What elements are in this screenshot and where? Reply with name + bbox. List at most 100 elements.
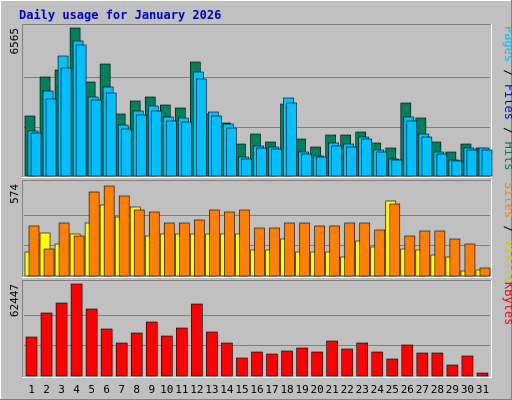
bar-sites-day-24 (374, 229, 386, 277)
bar-kbytes-day-24 (371, 351, 384, 377)
bar-kbytes-day-27 (416, 352, 429, 377)
bar-kbytes-day-23 (356, 342, 369, 377)
x-tick-label: 31 (476, 383, 489, 396)
y-max-label: 62447 (8, 284, 21, 317)
bar-sites-day-21 (329, 225, 340, 277)
y-max-label: 6565 (8, 28, 21, 55)
bar-sites-day-27 (419, 230, 431, 277)
bar-sites-day-12 (194, 219, 205, 277)
bar-sites-day-13 (209, 209, 220, 277)
bar-kbytes-day-1 (25, 336, 38, 377)
bar-sites-day-14 (224, 211, 235, 277)
x-tick-label: 6 (103, 383, 110, 396)
bar-pages-day-6 (105, 92, 117, 177)
bar-pages-day-31 (481, 149, 493, 177)
x-tick-label: 5 (88, 383, 95, 396)
bar-sites-day-10 (163, 222, 175, 277)
bar-kbytes-day-4 (70, 283, 83, 377)
bar-sites-day-3 (58, 222, 70, 277)
x-tick-label: 21 (326, 383, 339, 396)
bar-pages-day-23 (361, 138, 373, 177)
x-tick-label: 23 (356, 383, 369, 396)
bar-sites-day-16 (254, 227, 265, 277)
x-tick-label: 2 (43, 383, 50, 396)
bar-sites-day-28 (434, 230, 446, 277)
x-tick-label: 18 (280, 383, 293, 396)
bar-sites-day-22 (344, 222, 355, 277)
bar-sites-day-18 (284, 222, 295, 277)
bar-pages-day-20 (316, 156, 327, 177)
bar-sites-day-29 (449, 238, 461, 277)
bar-kbytes-day-16 (251, 351, 263, 377)
bar-pages-day-24 (376, 151, 388, 177)
bar-pages-day-27 (421, 136, 433, 177)
bar-kbytes-day-11 (176, 327, 188, 377)
bar-kbytes-day-15 (236, 357, 248, 377)
bar-pages-day-10 (165, 120, 177, 177)
bar-pages-day-12 (196, 78, 207, 177)
bar-pages-day-13 (211, 115, 222, 177)
bar-kbytes-day-13 (206, 331, 218, 377)
legend-part: / (502, 62, 512, 84)
x-tick-label: 25 (386, 383, 399, 396)
legend-part: Visits (502, 240, 512, 283)
chart-panels: 6565 Pages / Files / Hits 574 Sites / Visit… (8, 24, 512, 378)
legend-part: Sites (502, 182, 512, 218)
bar-pages-day-9 (150, 110, 162, 177)
bar-kbytes-day-30 (461, 355, 474, 377)
bar-sites-day-4 (73, 235, 85, 277)
bar-kbytes-day-21 (326, 340, 338, 377)
panel-visits-sites: 574 Sites / Visits (8, 180, 512, 283)
x-axis-tick-labels: 1 2 3 4 5 6 7 8 9 10 11 12 13 14 15 16 17 18 19 20 21 22 23 24 2… (28, 383, 489, 396)
bar-pages-day-11 (181, 121, 192, 177)
y-max-label: 574 (8, 184, 21, 204)
bar-pages-day-22 (346, 146, 357, 177)
bar-pages-day-17 (271, 148, 282, 177)
x-tick-label: 11 (175, 383, 188, 396)
bar-sites-day-17 (269, 227, 280, 277)
bar-sites-day-23 (359, 222, 371, 277)
x-tick-label: 14 (220, 383, 234, 396)
bar-pages-day-3 (60, 67, 72, 177)
bar-sites-day-19 (299, 222, 310, 277)
panel-hits-files-pages: 6565 Pages / Files / Hits (8, 24, 512, 178)
bar-kbytes-day-12 (191, 303, 203, 377)
x-tick-label: 1 (28, 383, 35, 396)
chart-title: Daily usage for January 2026 (19, 8, 221, 22)
bar-pages-day-28 (436, 153, 448, 177)
bar-pages-day-1 (30, 132, 42, 177)
x-tick-label: 17 (265, 383, 278, 396)
x-tick-label: 4 (73, 383, 80, 396)
panel-legend-label: Sites / Visits (502, 182, 512, 283)
bar-pages-day-15 (241, 158, 252, 177)
bar-sites-day-1 (28, 225, 40, 277)
bar-sites-day-5 (88, 191, 100, 277)
x-tick-label: 7 (118, 383, 125, 396)
bar-pages-day-26 (406, 120, 418, 177)
panel-legend-label: KBytes (502, 282, 512, 325)
bar-pages-day-8 (135, 114, 147, 177)
x-tick-label: 8 (133, 383, 140, 396)
bar-kbytes-day-6 (100, 328, 113, 377)
bar-kbytes-day-29 (446, 364, 459, 377)
bar-kbytes-day-2 (40, 312, 53, 377)
bar-sites-day-20 (314, 225, 325, 277)
x-tick-label: 19 (295, 383, 308, 396)
bar-pages-day-14 (226, 127, 237, 177)
bar-kbytes-day-10 (160, 335, 173, 377)
x-tick-label: 13 (205, 383, 218, 396)
bar-pages-day-18 (286, 102, 297, 177)
bar-sites-day-15 (239, 209, 250, 277)
x-tick-label: 9 (148, 383, 155, 396)
bar-kbytes-day-18 (281, 350, 293, 377)
bar-kbytes-day-25 (386, 358, 399, 377)
legend-part: / (502, 218, 512, 240)
bar-sites-day-31 (479, 267, 491, 277)
panel-legend-label: Pages / Files / Hits (502, 26, 512, 171)
bar-kbytes-day-14 (221, 342, 233, 377)
bar-kbytes-day-5 (85, 308, 98, 377)
legend-part: Hits (502, 142, 512, 171)
bar-sites-day-26 (404, 235, 416, 277)
